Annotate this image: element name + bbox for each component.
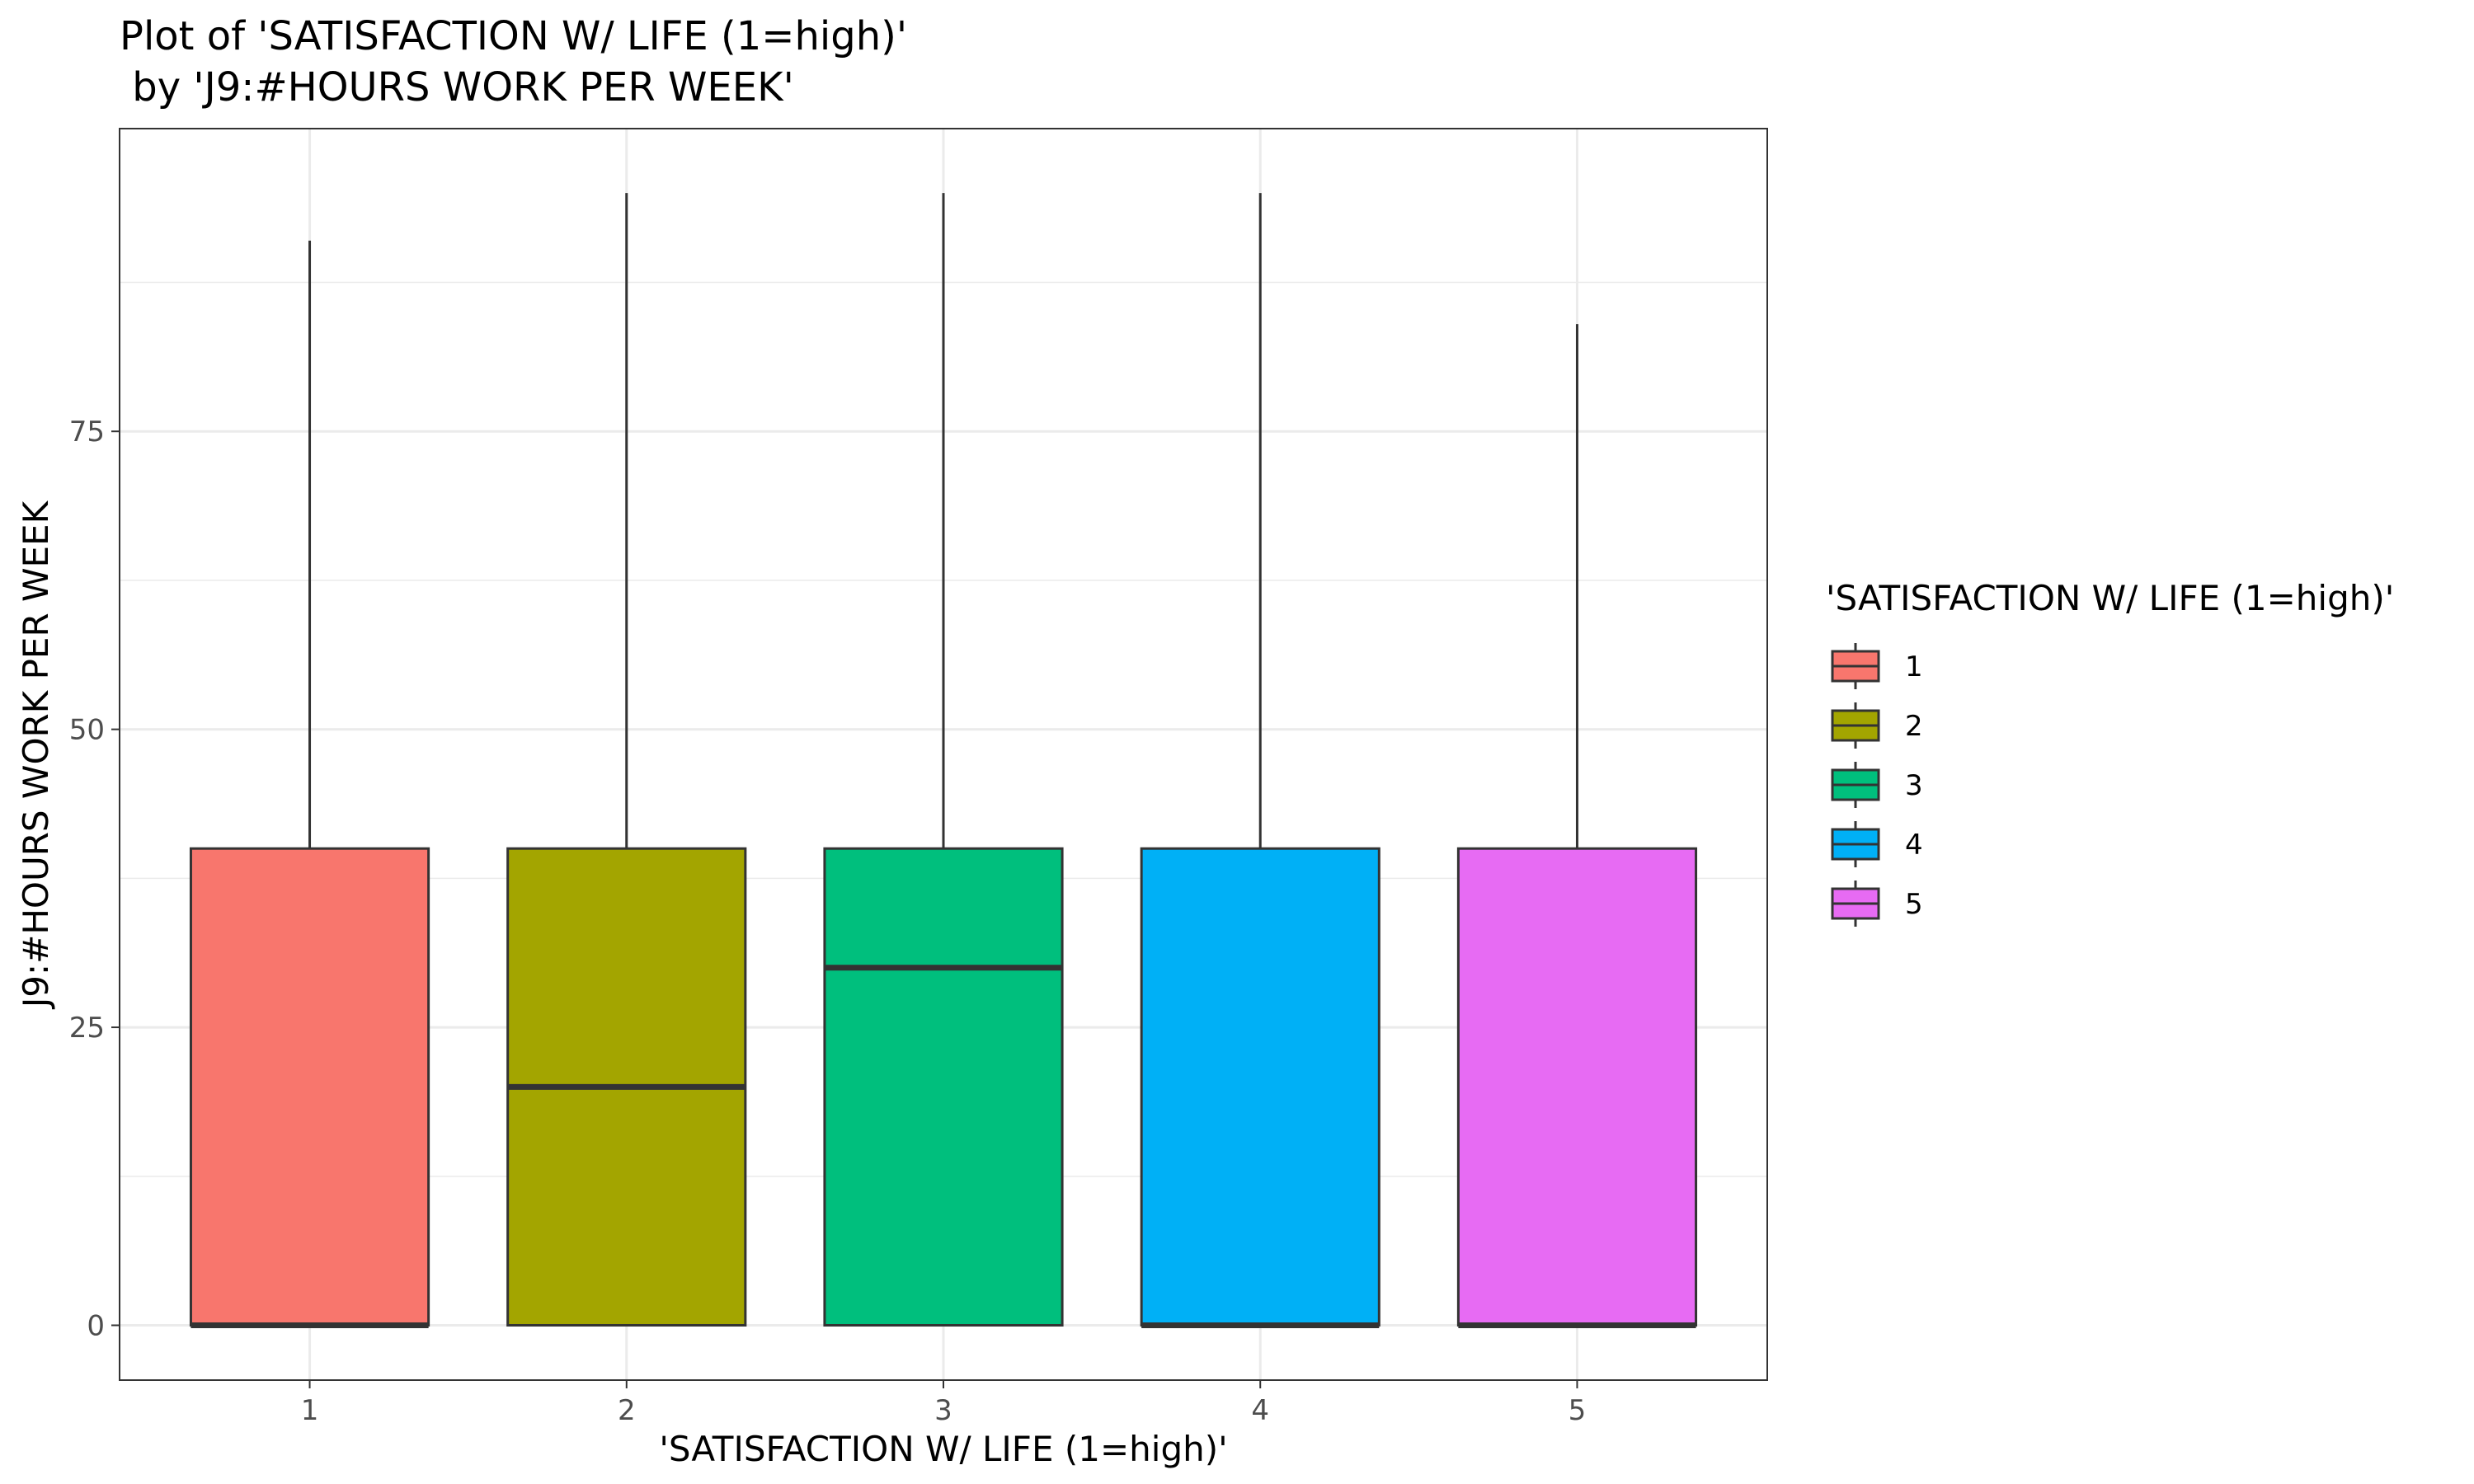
y-tick-label: 50	[69, 714, 105, 747]
legend-label: 5	[1905, 888, 1923, 921]
x-axis: 1 2 3 4 5	[301, 1380, 1587, 1427]
y-axis-title: J9:#HOURS WORK PER WEEK	[16, 500, 56, 1010]
legend: 'SATISFACTION W/ LIFE (1=high)' 1 2 3 4 5	[1826, 578, 2394, 927]
box-5	[1456, 324, 1698, 1328]
chart-title-line2: by 'J9:#HOURS WORK PER WEEK'	[120, 64, 794, 110]
legend-item-4: 4	[1831, 821, 1923, 867]
box-1	[189, 240, 430, 1328]
box-body	[823, 847, 1064, 1327]
y-tick-label: 75	[69, 416, 105, 448]
legend-item-1: 1	[1831, 643, 1923, 689]
box-3	[823, 193, 1064, 1327]
legend-label: 2	[1905, 710, 1923, 743]
y-tick-label: 25	[69, 1012, 105, 1045]
x-tick-label: 1	[301, 1394, 319, 1427]
y-axis: 0 25 50 75	[69, 416, 120, 1342]
x-axis-title: 'SATISFACTION W/ LIFE (1=high)'	[659, 1429, 1227, 1469]
y-tick-label: 0	[87, 1309, 105, 1342]
box-2	[506, 193, 747, 1327]
box-layer	[189, 193, 1698, 1328]
legend-title: 'SATISFACTION W/ LIFE (1=high)'	[1826, 578, 2394, 618]
legend-label: 3	[1905, 769, 1923, 802]
box-4	[1140, 193, 1380, 1328]
legend-label: 1	[1905, 650, 1923, 683]
legend-item-2: 2	[1831, 702, 1923, 749]
x-tick-label: 5	[1569, 1394, 1587, 1427]
x-tick-label: 2	[618, 1394, 636, 1427]
legend-item-5: 5	[1831, 881, 1923, 927]
chart-title-line1: Plot of 'SATISFACTION W/ LIFE (1=high)'	[120, 13, 907, 59]
box-body	[1140, 847, 1380, 1327]
legend-item-3: 3	[1831, 762, 1923, 808]
legend-label: 4	[1905, 829, 1923, 862]
box-body	[189, 847, 430, 1327]
box-body	[1456, 847, 1698, 1327]
x-tick-label: 4	[1251, 1394, 1269, 1427]
x-tick-label: 3	[934, 1394, 952, 1427]
